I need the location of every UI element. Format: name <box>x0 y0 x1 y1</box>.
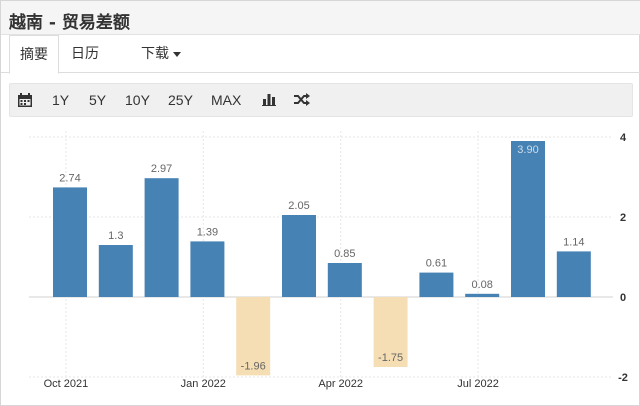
x-tick-label: Jan 2022 <box>181 378 226 390</box>
data-label: 1.39 <box>197 226 218 238</box>
trade-balance-chart: 2.74 1.3 2.97 1.39 -1.96 2.05 0.85 -1.75 0.61 0.0… <box>29 131 628 390</box>
header-bar: 越南 - 贸易差额 <box>1 1 640 35</box>
data-label: 0.85 <box>334 248 355 260</box>
data-label: -1.96 <box>241 360 266 372</box>
range-10y-button[interactable]: 10Y <box>125 92 150 108</box>
page-title: 越南 - 贸易差额 <box>9 13 130 33</box>
range-25y-button[interactable]: 25Y <box>168 92 193 108</box>
tab-calendar[interactable]: 日历 <box>71 46 99 62</box>
bar <box>282 215 316 297</box>
y-tick-label: -2 <box>618 372 628 384</box>
y-tick-label: 2 <box>620 212 626 224</box>
shuffle-icon[interactable] <box>294 84 310 116</box>
range-5y-button[interactable]: 5Y <box>89 92 107 108</box>
data-label: 2.97 <box>151 163 172 175</box>
x-tick-label: Jul 2022 <box>457 378 499 390</box>
tab-download[interactable]: 下载 <box>141 35 181 73</box>
bar <box>511 141 545 297</box>
tab-download-label: 下载 <box>141 46 169 62</box>
calendar-icon[interactable] <box>18 84 32 116</box>
bar <box>327 263 362 297</box>
bar <box>556 251 591 297</box>
y-tick-label: 4 <box>620 132 627 144</box>
bar <box>236 297 271 376</box>
data-label: 0.08 <box>471 279 492 291</box>
data-label: 0.61 <box>426 258 447 270</box>
x-tick-label: Oct 2021 <box>44 378 89 390</box>
data-label: -1.75 <box>378 352 403 364</box>
data-label: 2.74 <box>59 172 80 184</box>
data-label: 1.3 <box>108 230 123 242</box>
y-tick-label: 0 <box>620 292 626 304</box>
bar <box>98 245 133 297</box>
bar-chart-icon[interactable] <box>262 84 276 116</box>
bar <box>465 293 500 297</box>
chevron-down-icon <box>173 51 181 57</box>
data-label: 2.05 <box>288 200 309 212</box>
tab-summary[interactable]: 摘要 <box>9 35 59 74</box>
chart-toolbar: 1Y 5Y 10Y 25Y MAX <box>9 83 633 117</box>
range-1y-button[interactable]: 1Y <box>52 92 70 108</box>
tab-bar: 摘要 日历 下载 <box>1 35 640 74</box>
bar <box>53 187 87 297</box>
bar <box>190 241 225 297</box>
range-max-button[interactable]: MAX <box>211 92 242 108</box>
data-label: 1.14 <box>563 236 584 248</box>
data-label: 3.90 <box>517 144 538 156</box>
bar <box>373 297 408 367</box>
bar <box>419 272 454 297</box>
bar <box>144 178 179 297</box>
x-tick-label: Apr 2022 <box>318 378 363 390</box>
